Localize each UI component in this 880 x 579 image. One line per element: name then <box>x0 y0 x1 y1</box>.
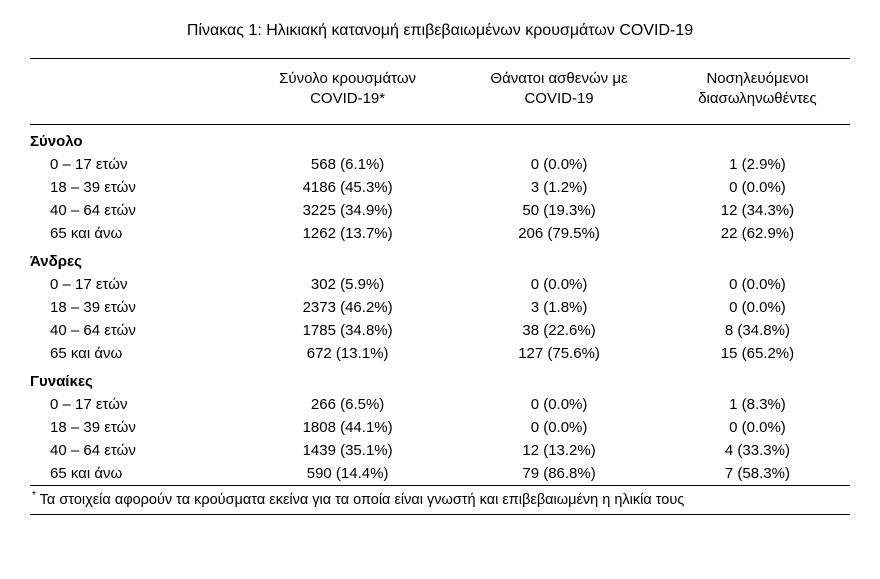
group-row-women: Γυναίκες <box>30 365 850 393</box>
age-label: 18 – 39 ετών <box>30 176 242 199</box>
header-row: Σύνολο κρουσμάτων COVID-19* Θάνατοι ασθε… <box>30 59 850 125</box>
cell-cases: 266 (6.5%) <box>242 393 453 416</box>
table-row: 0 – 17 ετών 568 (6.1%) 0 (0.0%) 1 (2.9%) <box>30 153 850 176</box>
cell-cases: 672 (13.1%) <box>242 342 453 365</box>
cell-deaths: 79 (86.8%) <box>453 462 665 486</box>
age-label: 18 – 39 ετών <box>30 296 242 319</box>
table-page: Πίνακας 1: Ηλικιακή κατανομή επιβεβαιωμέ… <box>0 0 880 535</box>
cell-cases: 302 (5.9%) <box>242 273 453 296</box>
header-col-deaths-l2: COVID-19 <box>524 90 593 107</box>
cell-cases: 4186 (45.3%) <box>242 176 453 199</box>
header-col-cases: Σύνολο κρουσμάτων COVID-19* <box>242 59 453 125</box>
age-label: 65 και άνω <box>30 342 242 365</box>
cell-intubated: 4 (33.3%) <box>665 439 850 462</box>
cell-deaths: 12 (13.2%) <box>453 439 665 462</box>
table-row: 18 – 39 ετών 1808 (44.1%) 0 (0.0%) 0 (0.… <box>30 416 850 439</box>
group-label-men: Άνδρες <box>30 245 850 273</box>
cell-intubated: 12 (34.3%) <box>665 199 850 222</box>
header-col-deaths: Θάνατοι ασθενών με COVID-19 <box>453 59 665 125</box>
cell-deaths: 127 (75.6%) <box>453 342 665 365</box>
table-row: 40 – 64 ετών 1439 (35.1%) 12 (13.2%) 4 (… <box>30 439 850 462</box>
age-label: 18 – 39 ετών <box>30 416 242 439</box>
cell-deaths: 38 (22.6%) <box>453 319 665 342</box>
header-col-cases-l2: COVID-19* <box>310 90 385 107</box>
cell-intubated: 1 (2.9%) <box>665 153 850 176</box>
cell-deaths: 3 (1.8%) <box>453 296 665 319</box>
group-row-men: Άνδρες <box>30 245 850 273</box>
table-title: Πίνακας 1: Ηλικιακή κατανομή επιβεβαιωμέ… <box>30 16 850 58</box>
age-label: 40 – 64 ετών <box>30 319 242 342</box>
cell-cases: 590 (14.4%) <box>242 462 453 486</box>
covid-age-table: Σύνολο κρουσμάτων COVID-19* Θάνατοι ασθε… <box>30 58 850 486</box>
cell-intubated: 0 (0.0%) <box>665 296 850 319</box>
cell-deaths: 206 (79.5%) <box>453 222 665 245</box>
age-label: 40 – 64 ετών <box>30 199 242 222</box>
cell-intubated: 22 (62.9%) <box>665 222 850 245</box>
cell-cases: 3225 (34.9%) <box>242 199 453 222</box>
cell-deaths: 0 (0.0%) <box>453 153 665 176</box>
header-col-intubated-l2: διασωληνωθέντες <box>698 90 816 107</box>
cell-intubated: 0 (0.0%) <box>665 416 850 439</box>
cell-intubated: 7 (58.3%) <box>665 462 850 486</box>
cell-cases: 1808 (44.1%) <box>242 416 453 439</box>
header-col-deaths-l1: Θάνατοι ασθενών με <box>490 70 627 87</box>
cell-intubated: 15 (65.2%) <box>665 342 850 365</box>
age-label: 40 – 64 ετών <box>30 439 242 462</box>
cell-deaths: 0 (0.0%) <box>453 273 665 296</box>
table-row: 65 και άνω 672 (13.1%) 127 (75.6%) 15 (6… <box>30 342 850 365</box>
age-label: 0 – 17 ετών <box>30 153 242 176</box>
table-row: 0 – 17 ετών 302 (5.9%) 0 (0.0%) 0 (0.0%) <box>30 273 850 296</box>
table-footnote: * Τα στοιχεία αφορούν τα κρούσματα εκείν… <box>30 486 850 515</box>
age-label: 0 – 17 ετών <box>30 393 242 416</box>
cell-cases: 1262 (13.7%) <box>242 222 453 245</box>
age-label: 65 και άνω <box>30 222 242 245</box>
cell-intubated: 1 (8.3%) <box>665 393 850 416</box>
table-row: 18 – 39 ετών 2373 (46.2%) 3 (1.8%) 0 (0.… <box>30 296 850 319</box>
group-row-total: Σύνολο <box>30 124 850 153</box>
table-row: 40 – 64 ετών 3225 (34.9%) 50 (19.3%) 12 … <box>30 199 850 222</box>
cell-cases: 1785 (34.8%) <box>242 319 453 342</box>
cell-deaths: 3 (1.2%) <box>453 176 665 199</box>
cell-intubated: 0 (0.0%) <box>665 273 850 296</box>
header-blank <box>30 59 242 125</box>
cell-intubated: 0 (0.0%) <box>665 176 850 199</box>
cell-deaths: 0 (0.0%) <box>453 416 665 439</box>
cell-deaths: 50 (19.3%) <box>453 199 665 222</box>
table-row: 0 – 17 ετών 266 (6.5%) 0 (0.0%) 1 (8.3%) <box>30 393 850 416</box>
table-row: 40 – 64 ετών 1785 (34.8%) 38 (22.6%) 8 (… <box>30 319 850 342</box>
age-label: 0 – 17 ετών <box>30 273 242 296</box>
table-row: 65 και άνω 590 (14.4%) 79 (86.8%) 7 (58.… <box>30 462 850 486</box>
header-col-intubated: Νοσηλευόμενοι διασωληνωθέντες <box>665 59 850 125</box>
cell-cases: 2373 (46.2%) <box>242 296 453 319</box>
table-row: 18 – 39 ετών 4186 (45.3%) 3 (1.2%) 0 (0.… <box>30 176 850 199</box>
cell-intubated: 8 (34.8%) <box>665 319 850 342</box>
cell-deaths: 0 (0.0%) <box>453 393 665 416</box>
header-col-cases-l1: Σύνολο κρουσμάτων <box>279 70 416 87</box>
table-row: 65 και άνω 1262 (13.7%) 206 (79.5%) 22 (… <box>30 222 850 245</box>
cell-cases: 1439 (35.1%) <box>242 439 453 462</box>
header-col-intubated-l1: Νοσηλευόμενοι <box>706 70 808 87</box>
age-label: 65 και άνω <box>30 462 242 486</box>
cell-cases: 568 (6.1%) <box>242 153 453 176</box>
group-label-total: Σύνολο <box>30 124 850 153</box>
group-label-women: Γυναίκες <box>30 365 850 393</box>
footnote-text: Τα στοιχεία αφορούν τα κρούσματα εκείνα … <box>36 492 684 508</box>
